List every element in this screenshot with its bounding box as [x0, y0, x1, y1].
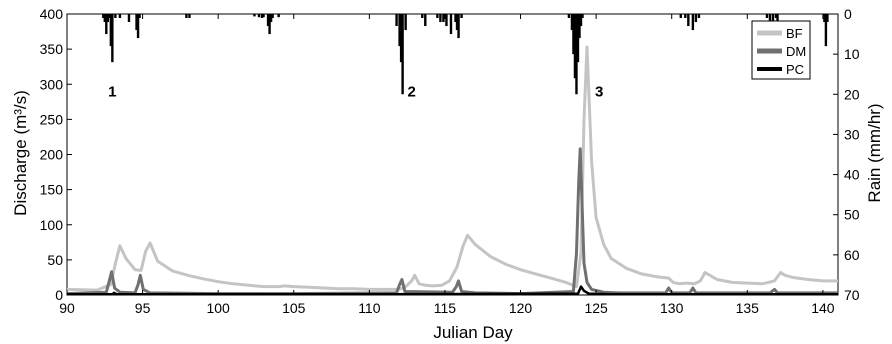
- y-right-tick-label: 60: [844, 247, 860, 263]
- series-line-dm: [66, 147, 838, 296]
- y-left-tick-label: 350: [40, 41, 64, 57]
- x-tick-label: 95: [135, 300, 151, 316]
- legend: BF DM PC: [751, 20, 811, 80]
- y-left-tick-label: 400: [40, 6, 64, 22]
- event-labels: 1 2 3: [108, 83, 603, 100]
- y-right-tick-label: 30: [844, 126, 860, 142]
- y-left-tick-label: 250: [40, 111, 64, 127]
- x-tick-label: 135: [736, 300, 760, 316]
- rain-bars: [102, 14, 829, 95]
- y-right-tick-label: 50: [844, 207, 860, 223]
- legend-label-pc: PC: [786, 62, 804, 77]
- y-right-tick-label: 70: [844, 287, 860, 303]
- x-axis-label: Julian Day: [433, 323, 513, 342]
- x-tick-label: 125: [584, 300, 608, 316]
- x-tick-label: 105: [282, 300, 306, 316]
- y-axis-left-label: Discharge (m³/s): [11, 90, 30, 216]
- legend-label-bf: BF: [786, 26, 803, 41]
- x-tick-label: 130: [660, 300, 684, 316]
- y-left-tick-label: 150: [40, 182, 64, 198]
- x-tick-label: 120: [509, 300, 533, 316]
- y-axis-left-ticks: 0 50 100 150 200 250 300 350 400: [40, 6, 72, 303]
- y-right-tick-label: 0: [844, 6, 852, 22]
- series-line-pc: [67, 285, 838, 296]
- y-right-tick-label: 10: [844, 46, 860, 62]
- x-tick-label: 140: [811, 300, 835, 316]
- y-left-tick-label: 0: [55, 287, 63, 303]
- x-tick-label: 100: [206, 300, 230, 316]
- y-left-tick-label: 100: [40, 217, 64, 233]
- y-right-tick-label: 40: [844, 167, 860, 183]
- discharge-lines: [66, 45, 838, 296]
- y-axis-right-ticks: 0 10 20 30 40 50 60 70: [833, 6, 860, 303]
- y-right-tick-label: 20: [844, 86, 860, 102]
- series-line-bf: [66, 45, 838, 292]
- legend-label-dm: DM: [786, 44, 806, 59]
- plot-frame: [66, 13, 839, 296]
- event-label: 2: [408, 83, 416, 100]
- y-left-tick-label: 50: [47, 252, 63, 268]
- event-label: 3: [595, 83, 603, 100]
- x-tick-label: 110: [358, 300, 381, 316]
- x-tick-label: 115: [434, 300, 457, 316]
- x-axis-ticks: 90 95 100 105 110 115 120 125 130 135 140: [59, 14, 835, 316]
- y-left-tick-label: 200: [40, 147, 64, 163]
- y-left-tick-label: 300: [40, 76, 64, 92]
- plot-frame-layer: [66, 13, 839, 296]
- event-label: 1: [108, 83, 116, 100]
- x-tick-label: 90: [59, 300, 75, 316]
- y-axis-right-label: Rain (mm/hr): [865, 103, 884, 202]
